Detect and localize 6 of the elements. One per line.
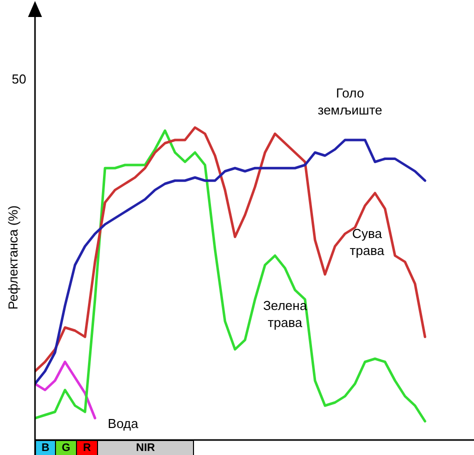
text: 50 bbox=[12, 72, 26, 87]
series-label: Вода bbox=[108, 416, 139, 431]
spectrum-key: B G R NIR bbox=[35, 440, 194, 455]
text: Голо земљиште bbox=[318, 86, 382, 118]
series-label: Сува трава bbox=[350, 226, 385, 258]
y-axis-title: Рефлектанса (%) bbox=[6, 205, 21, 310]
